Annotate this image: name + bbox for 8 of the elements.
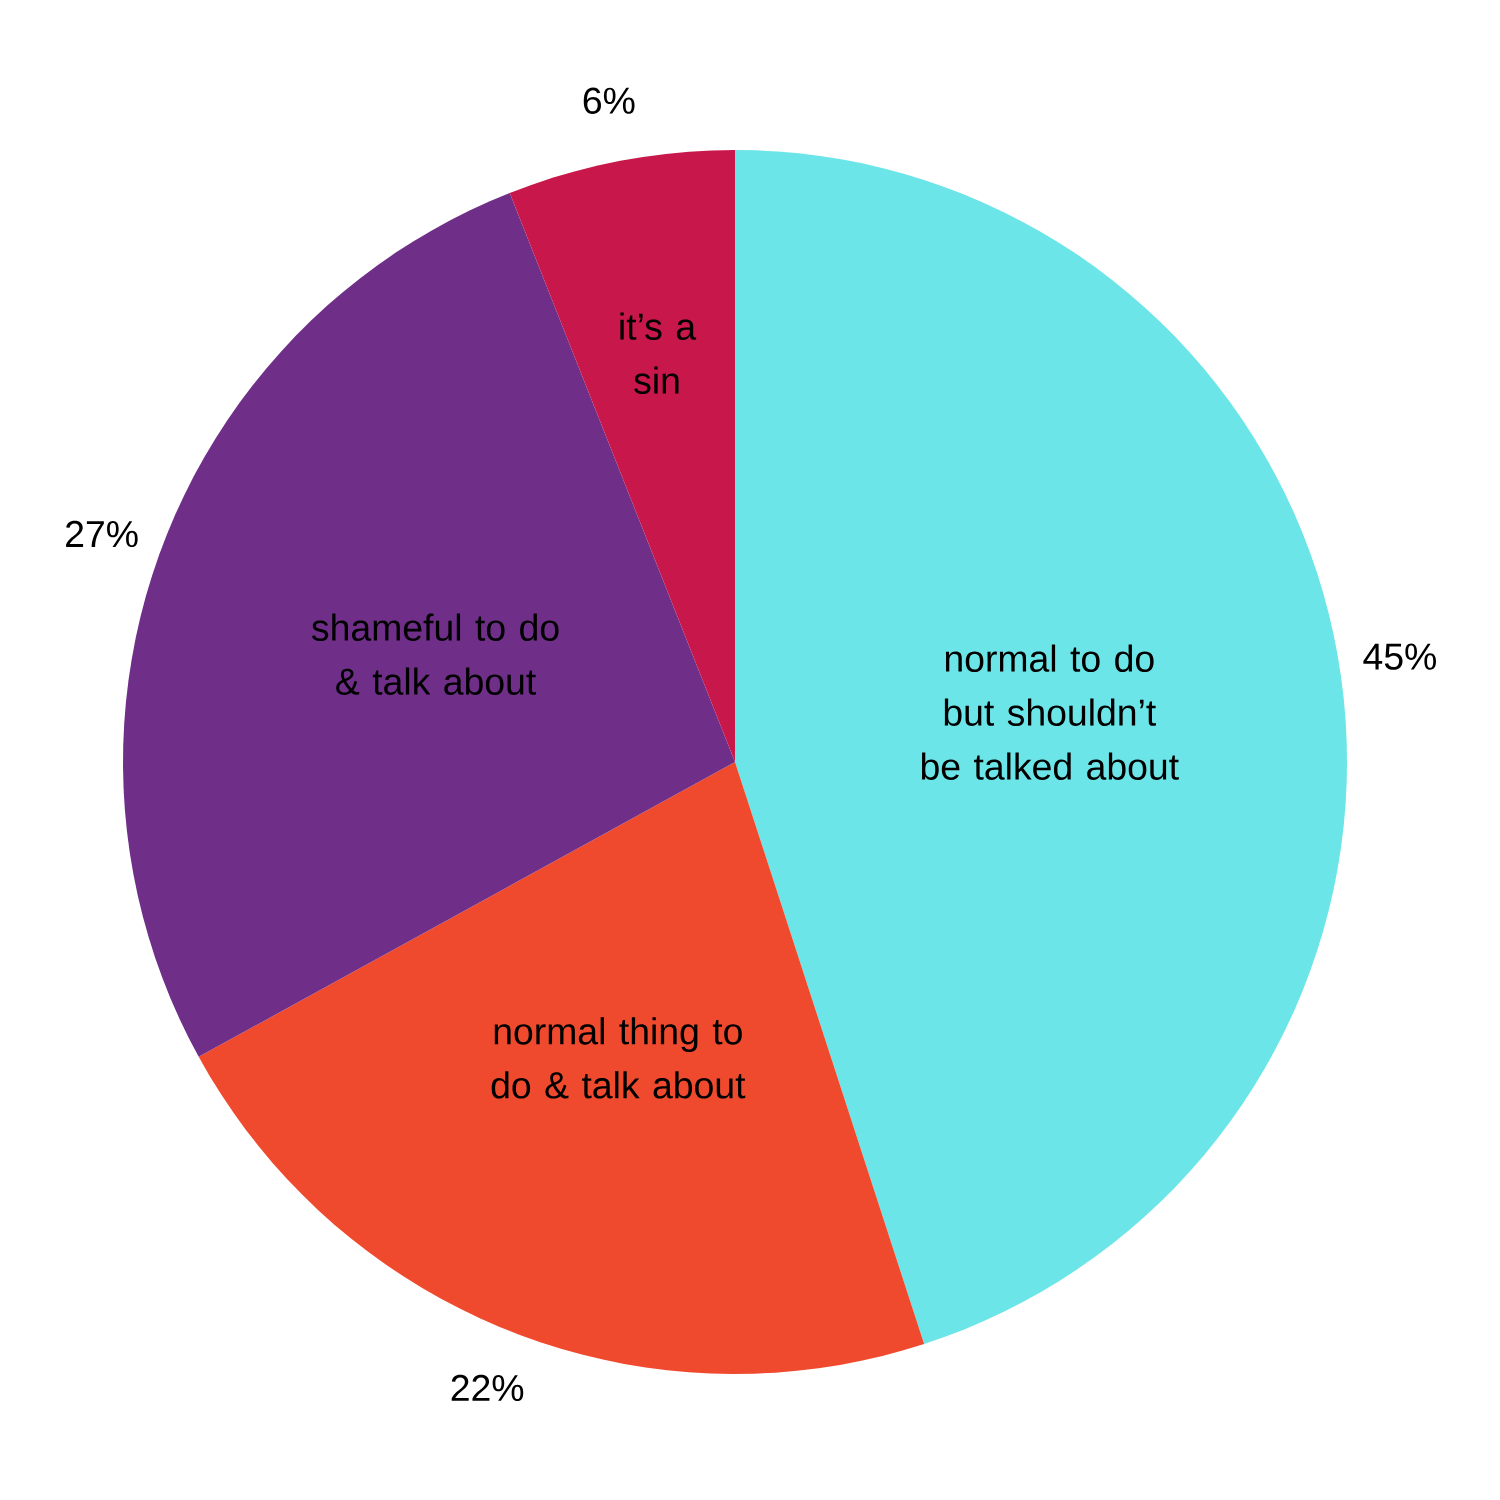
slice-label: normal to do but shouldn’t be talked about bbox=[921, 644, 1179, 780]
slice-label: normal thing to do & talk about bbox=[491, 1017, 746, 1099]
slice-label: it’s a sin bbox=[620, 312, 697, 394]
data-label: 6% bbox=[583, 87, 635, 114]
data-label: 45% bbox=[1363, 643, 1436, 670]
slice-label: shameful to do & talk about bbox=[312, 613, 559, 695]
data-label: 22% bbox=[451, 1374, 524, 1402]
data-label: 27% bbox=[66, 520, 138, 548]
